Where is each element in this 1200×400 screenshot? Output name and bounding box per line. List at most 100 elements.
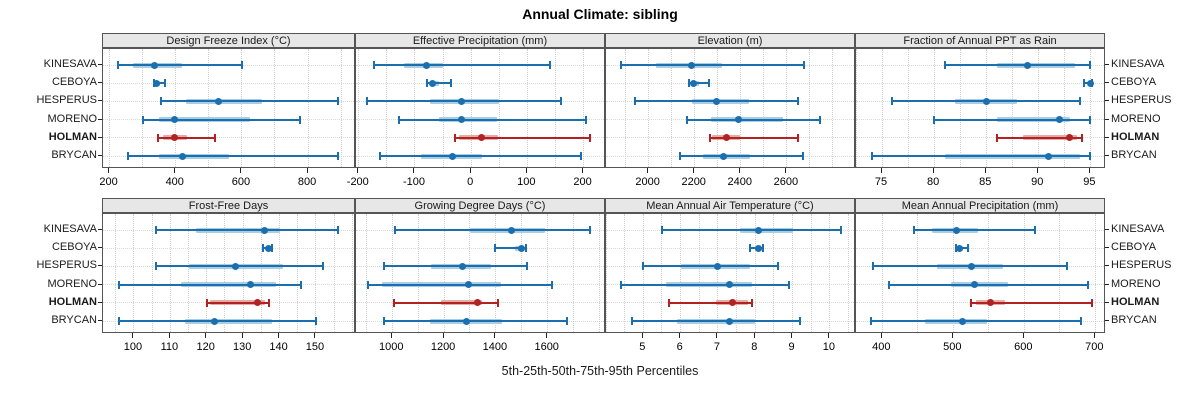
whisker-line-brycan bbox=[679, 155, 803, 157]
whisker-cap-low-ceboya bbox=[748, 244, 751, 253]
whisker-line-brycan bbox=[379, 155, 582, 157]
whisker-line-kinesava bbox=[373, 64, 550, 66]
row-gridline bbox=[856, 247, 1104, 249]
median-dot-moreno bbox=[170, 116, 178, 124]
whisker-line-moreno bbox=[686, 118, 821, 121]
whisker-cap-high-holman bbox=[797, 133, 800, 142]
axis-tick-mark bbox=[641, 333, 643, 338]
axis-tick-mark bbox=[108, 168, 110, 173]
whisker-cap-high-brycan bbox=[802, 152, 804, 160]
whisker-cap-high-kinesava bbox=[803, 61, 806, 69]
whisker-line-holman bbox=[454, 136, 590, 139]
median-dot-ceboya bbox=[689, 79, 697, 87]
whisker-cap-high-hesperus bbox=[336, 97, 339, 106]
whisker-cap-low-holman bbox=[995, 133, 998, 142]
row-gridline bbox=[606, 82, 854, 84]
axis-tick-label: 2000 bbox=[635, 176, 660, 188]
v-gridline bbox=[740, 49, 742, 167]
median-dot-brycan bbox=[1045, 152, 1053, 160]
median-dot-holman bbox=[723, 134, 731, 142]
whisker-cap-low-ceboya bbox=[955, 244, 958, 253]
station-label-right-kinesava: KINESAVA bbox=[1111, 223, 1165, 235]
v-gridline bbox=[661, 214, 663, 332]
chart-title: Annual Climate: sibling bbox=[522, 6, 678, 22]
axis-tick-label: 10 bbox=[822, 341, 835, 353]
v-gridline bbox=[648, 49, 650, 167]
whisker-line-hesperus bbox=[384, 265, 527, 268]
whisker-line-holman bbox=[709, 136, 799, 139]
station-label-left-brycan: BRYCAN bbox=[51, 149, 97, 161]
v-gridline bbox=[786, 49, 788, 167]
median-dot-holman bbox=[254, 299, 262, 307]
station-tick-left bbox=[98, 247, 102, 249]
whisker-line-holman bbox=[393, 301, 499, 304]
v-gridline bbox=[1094, 214, 1096, 332]
axis-tick-label: 75 bbox=[874, 176, 888, 188]
whisker-cap-low-moreno bbox=[398, 115, 401, 124]
v-gridline bbox=[736, 214, 738, 332]
station-label-left-holman: HOLMAN bbox=[48, 295, 97, 308]
station-label-left-kinesava: KINESAVA bbox=[43, 58, 97, 70]
v-gridline bbox=[810, 214, 812, 332]
whisker-cap-high-brycan bbox=[1080, 317, 1083, 325]
whisker-cap-high-holman bbox=[750, 298, 753, 307]
median-dot-brycan bbox=[210, 317, 218, 325]
v-gridline bbox=[1023, 214, 1025, 332]
median-dot-moreno bbox=[465, 281, 473, 289]
panel-header-growing-degree-days-c: Growing Degree Days (°C) bbox=[355, 198, 605, 213]
whisker-cap-low-holman bbox=[668, 298, 671, 307]
whisker-line-brycan bbox=[127, 155, 338, 157]
whisker-cap-high-ceboya bbox=[271, 244, 274, 253]
whisker-line-hesperus bbox=[160, 100, 338, 103]
panel-header-frost-free-days: Frost-Free Days bbox=[102, 198, 355, 213]
median-dot-holman bbox=[987, 299, 995, 307]
median-dot-brycan bbox=[959, 317, 967, 325]
axis-tick-label: 100 bbox=[123, 341, 143, 353]
axis-tick-mark bbox=[785, 168, 787, 173]
axis-tick-label: 100 bbox=[517, 176, 536, 188]
v-gridline bbox=[773, 214, 775, 332]
v-gridline bbox=[1011, 49, 1013, 167]
panel-body-growing-degree-days-c bbox=[355, 213, 605, 333]
v-gridline bbox=[988, 214, 990, 332]
whisker-cap-low-ceboya bbox=[425, 79, 428, 88]
whisker-cap-low-hesperus bbox=[159, 97, 162, 106]
v-gridline bbox=[414, 49, 416, 167]
whisker-cap-low-hesperus bbox=[891, 97, 894, 106]
whisker-cap-low-ceboya bbox=[687, 79, 690, 88]
axis-tick-label: 0 bbox=[467, 176, 474, 188]
row-gridline bbox=[103, 247, 354, 249]
whisker-cap-low-holman bbox=[156, 133, 159, 142]
whisker-line-ceboya bbox=[688, 82, 710, 85]
v-gridline bbox=[829, 214, 831, 332]
v-gridline bbox=[1063, 49, 1065, 167]
median-dot-moreno bbox=[1055, 116, 1063, 124]
whisker-line-brycan bbox=[384, 320, 568, 322]
station-tick-right bbox=[1105, 320, 1109, 321]
axis-tick-mark bbox=[1036, 168, 1038, 173]
v-gridline bbox=[717, 49, 719, 167]
whisker-cap-low-brycan bbox=[126, 152, 129, 160]
median-dot-moreno bbox=[725, 281, 733, 289]
station-label-right-ceboya: CEBOYA bbox=[1111, 241, 1157, 254]
whisker-cap-low-kinesava bbox=[372, 61, 375, 69]
axis-tick-mark bbox=[390, 333, 392, 338]
v-gridline bbox=[856, 49, 857, 167]
station-tick-right bbox=[1105, 82, 1109, 84]
whisker-cap-low-hesperus bbox=[633, 97, 636, 106]
axis-tick-mark bbox=[525, 168, 527, 173]
whisker-cap-low-kinesava bbox=[154, 226, 157, 234]
whisker-cap-high-moreno bbox=[550, 280, 553, 289]
whisker-line-moreno bbox=[119, 283, 302, 286]
row-gridline bbox=[856, 82, 1104, 84]
axis-tick-label: 400 bbox=[165, 176, 184, 188]
whisker-cap-low-brycan bbox=[631, 317, 634, 325]
whisker-cap-low-moreno bbox=[118, 280, 121, 289]
axis-tick-label: 5 bbox=[639, 341, 646, 353]
v-gridline bbox=[832, 49, 834, 167]
v-gridline bbox=[417, 214, 419, 332]
row-gridline bbox=[103, 137, 354, 139]
axis-tick-label: 6 bbox=[676, 341, 683, 353]
axis-tick-mark bbox=[716, 333, 718, 338]
axis-tick-label: 200 bbox=[99, 176, 118, 188]
